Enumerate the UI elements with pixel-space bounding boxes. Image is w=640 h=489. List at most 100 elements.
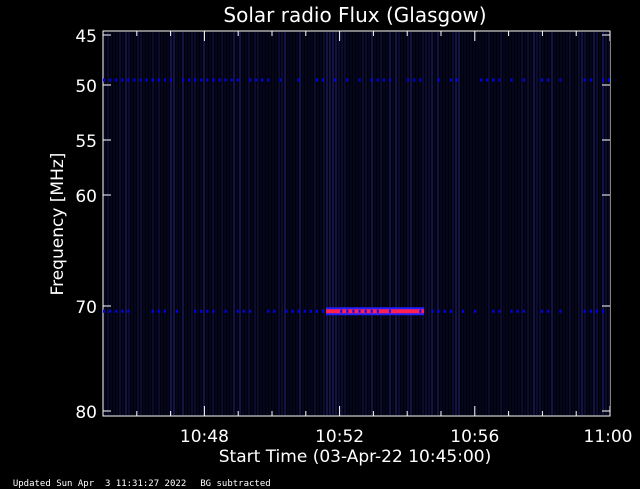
noise-streak (167, 32, 169, 415)
y-tick-label: 50 (75, 77, 97, 97)
noise-streak (284, 32, 286, 415)
noise-streak (572, 32, 574, 415)
band-dot (224, 78, 227, 82)
band-dot (547, 78, 550, 82)
noise-streak (320, 32, 322, 415)
y-tick-label: 60 (75, 187, 97, 207)
noise-streak (149, 32, 151, 415)
band-dot (297, 78, 300, 82)
noise-streak (428, 32, 430, 415)
noise-streak (260, 32, 262, 415)
noise-streak (251, 32, 253, 415)
band-dot (151, 78, 154, 82)
band-dot (200, 309, 203, 313)
band-dot (443, 309, 446, 313)
band-dot (370, 309, 373, 313)
band-dot (157, 309, 160, 313)
band-dot (224, 309, 227, 313)
band-dot (163, 309, 166, 313)
noise-streak (518, 32, 520, 415)
noise-streak (170, 32, 172, 415)
band-dot (322, 78, 325, 82)
noise-streak (119, 32, 121, 415)
noise-streak (365, 32, 367, 415)
noise-streak (602, 32, 604, 415)
noise-streak (368, 32, 370, 415)
emission-features (103, 78, 610, 316)
noise-streak (281, 32, 283, 415)
x-axis: 10:48 10:52 10:56 11:00 (102, 31, 633, 447)
band-dot (315, 309, 318, 313)
band-dot (297, 309, 300, 313)
band-dot (115, 78, 118, 82)
band-dot (194, 309, 197, 313)
noise-streak (314, 32, 316, 415)
band-dot (206, 78, 209, 82)
noise-streak (380, 32, 382, 415)
noise-streak (197, 32, 199, 415)
band-dot (346, 78, 349, 82)
band-dot (382, 78, 385, 82)
band-dot (194, 78, 197, 82)
band-dot (309, 309, 312, 313)
band-dot (455, 78, 458, 82)
band-dot (255, 78, 258, 82)
band-dot (583, 309, 586, 313)
noise-streak (401, 32, 403, 415)
noise-streak (389, 32, 391, 415)
noise-streak (302, 32, 304, 415)
band-dot (109, 309, 112, 313)
noise-streak (263, 32, 265, 415)
noise-streak (164, 32, 166, 415)
noise-streak (584, 32, 586, 415)
noise-streak (539, 32, 541, 415)
noise-streak (143, 32, 145, 415)
noise-streak (434, 32, 436, 415)
noise-streak (476, 32, 478, 415)
noise-streak (323, 32, 325, 415)
noise-streak (548, 32, 550, 415)
band-dot (474, 309, 477, 313)
band-dot (413, 78, 416, 82)
band-dot (261, 78, 264, 82)
noise-streak (128, 32, 130, 415)
band-dot (322, 309, 325, 313)
noise-streak (296, 32, 298, 415)
noise-streak (545, 32, 547, 415)
noise-streak (392, 32, 394, 415)
noise-streak (176, 32, 178, 415)
noise-streak (254, 32, 256, 415)
band-dot (127, 309, 130, 313)
noise-streak (530, 32, 532, 415)
noise-streak (494, 32, 496, 415)
x-axis-label: Start Time (03-Apr-22 10:45:00) (219, 447, 491, 467)
noise-streak (173, 32, 175, 415)
band-dot (388, 78, 391, 82)
noise-streak (209, 32, 211, 415)
band-dot (279, 78, 282, 82)
bg-subtracted-text: BG subtracted (200, 479, 271, 489)
noise-streak (575, 32, 577, 415)
noise-streak (431, 32, 433, 415)
noise-streak (482, 32, 484, 415)
noise-streak (329, 32, 331, 415)
band-dot (583, 78, 586, 82)
noise-streak (113, 32, 115, 415)
burst-core (326, 309, 425, 314)
band-dot (547, 309, 550, 313)
noise-streak (485, 32, 487, 415)
noise-streak (122, 32, 124, 415)
noise-streak (560, 32, 562, 415)
band-dot (267, 78, 270, 82)
band-dot (303, 309, 306, 313)
band-dot (230, 78, 233, 82)
noise-streak (326, 32, 328, 415)
noise-streak (242, 32, 244, 415)
band-dot (200, 78, 203, 82)
noise-streak (146, 32, 148, 415)
noise-streak (407, 32, 409, 415)
noise-streak (188, 32, 190, 415)
noise-streak (542, 32, 544, 415)
noise-streak (203, 32, 205, 415)
band-dot (139, 78, 142, 82)
